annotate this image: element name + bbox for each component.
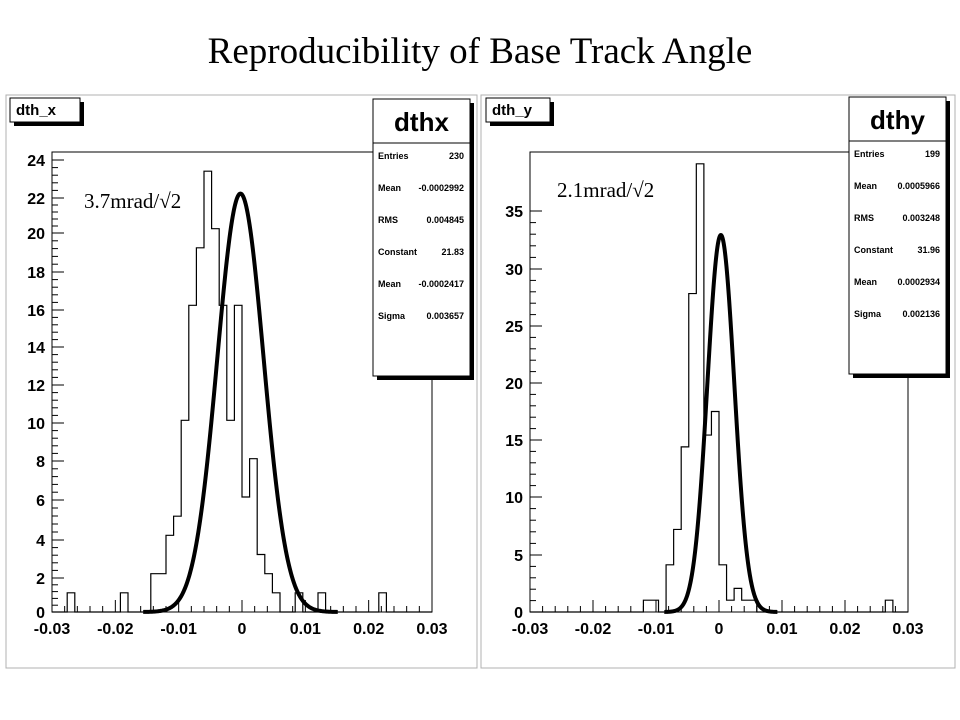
x-tick-label: 0.02 [829, 621, 860, 638]
y-tick-label: 8 [36, 454, 45, 471]
stats-key: Mean [854, 277, 877, 287]
y-tick-label: 2 [36, 571, 45, 588]
y-tick-label: 35 [505, 204, 523, 221]
stats-key: Mean [854, 181, 877, 191]
x-tick-label: 0.01 [290, 621, 321, 638]
x-tick-label: -0.03 [34, 621, 71, 638]
stats-value: 0.002136 [902, 309, 940, 319]
stats-value: 21.83 [441, 247, 464, 257]
stats-key: Mean [378, 279, 401, 289]
stats-box [848, 96, 947, 375]
stats-key: Constant [378, 247, 417, 257]
stats-key: Entries [378, 151, 409, 161]
stats-value: 230 [449, 151, 464, 161]
y-tick-label: 20 [505, 376, 523, 393]
y-tick-label: 16 [27, 303, 45, 320]
stats-value: 0.004845 [426, 215, 464, 225]
stats-value: 0.003248 [902, 213, 940, 223]
histogram-panel-2: -0.03 -0.02 -0.01 0 0.01 0.02 0.03 0 5 10 15 20 25 30… [480, 94, 956, 669]
y-tick-label: 12 [27, 378, 45, 395]
y-tick-label: 22 [27, 191, 45, 208]
stats-key: Sigma [854, 309, 882, 319]
stats-value: 0.0002934 [897, 277, 940, 287]
y-tick-label: 20 [27, 226, 45, 243]
stats-value: 0.0005966 [897, 181, 940, 191]
histogram-panel-1: -0.03 -0.02 -0.01 0 0.01 0.02 0.03024681012141… [5, 94, 478, 669]
histogram-name-box [9, 97, 81, 123]
x-tick-label: -0.02 [575, 621, 612, 638]
stats-title: dthy [870, 105, 925, 135]
x-tick-label: -0.02 [97, 621, 134, 638]
resolution-annotation: 3.7mrad/√2 [84, 189, 181, 213]
x-tick-label: 0.01 [766, 621, 797, 638]
stats-value: -0.0002992 [418, 183, 464, 193]
y-tick-label: 6 [36, 493, 45, 510]
x-tick-label: -0.01 [638, 621, 675, 638]
x-tick-label: 0 [715, 621, 724, 638]
y-tick-label: 14 [27, 340, 45, 357]
y-tick-label: 25 [505, 319, 523, 336]
histogram-name: dth_x [16, 102, 57, 119]
gaussian-fit-curve [662, 233, 779, 614]
x-tick-label: 0.03 [892, 621, 923, 638]
stats-value: -0.0002417 [418, 279, 464, 289]
y-tick-label: 30 [505, 262, 523, 279]
y-tick-label: 0 [36, 605, 45, 622]
stats-key: Sigma [378, 311, 406, 321]
y-tick-label: 5 [514, 548, 523, 565]
histogram-name: dth_y [492, 102, 533, 119]
y-tick-label: 10 [27, 416, 45, 433]
stats-key: RMS [378, 215, 398, 225]
stats-title: dthx [394, 107, 449, 137]
x-tick-label: 0 [238, 621, 247, 638]
histogram-name-box [485, 97, 551, 123]
stats-box [372, 98, 471, 377]
resolution-annotation: 2.1mrad/√2 [557, 178, 654, 202]
x-tick-label: -0.01 [160, 621, 197, 638]
y-tick-label: 15 [505, 433, 523, 450]
y-tick-label: 10 [505, 490, 523, 507]
stats-key: RMS [854, 213, 874, 223]
histogram-steps [52, 170, 432, 613]
y-tick-label: 18 [27, 265, 45, 282]
gaussian-fit-curve [141, 191, 340, 614]
slide-title: Reproducibility of Base Track Angle [207, 31, 753, 72]
stats-key: Constant [854, 245, 893, 255]
histogram-steps [530, 163, 908, 613]
x-tick-label: -0.03 [512, 621, 549, 638]
x-tick-label: 0.03 [416, 621, 447, 638]
x-tick-label: 0.02 [353, 621, 384, 638]
stats-key: Mean [378, 183, 401, 193]
stats-value: 31.96 [917, 245, 940, 255]
stats-key: Entries [854, 149, 885, 159]
y-tick-label: 0 [514, 605, 523, 622]
y-tick-label: 24 [27, 153, 45, 170]
stats-value: 0.003657 [426, 311, 464, 321]
stats-value: 199 [925, 149, 940, 159]
y-tick-label: 4 [36, 533, 45, 550]
